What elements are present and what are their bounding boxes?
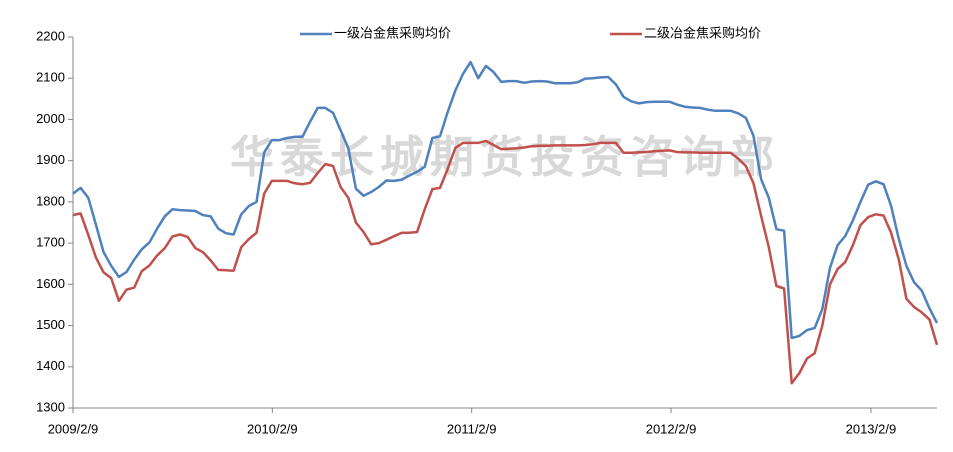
x-tick-label: 2010/2/9 (247, 421, 298, 436)
y-tick-label: 1500 (36, 317, 65, 332)
series-line (72, 139, 939, 385)
y-tick-label: 1900 (36, 152, 65, 167)
y-tick-label: 1600 (36, 276, 65, 291)
x-tick-label: 2011/2/9 (447, 421, 497, 436)
y-tick-label: 1400 (36, 358, 65, 373)
y-tick-label: 2200 (36, 28, 65, 43)
y-tick-label: 1700 (36, 235, 65, 250)
x-tick-label: 2013/2/9 (846, 421, 897, 436)
legend-label: 二级冶金焦采购均价 (644, 25, 761, 40)
x-tick-label: 2009/2/9 (48, 421, 99, 436)
y-tick-label: 2100 (36, 70, 65, 85)
y-tick-label: 2000 (36, 111, 65, 126)
y-tick-label: 1800 (36, 193, 65, 208)
y-tick-label: 1300 (36, 399, 65, 414)
series-line (72, 60, 939, 340)
watermark: 华泰长城期货投资咨询部 (230, 132, 780, 183)
x-tick-label: 2012/2/9 (646, 421, 697, 436)
legend-label: 一级冶金焦采购均价 (334, 25, 451, 40)
